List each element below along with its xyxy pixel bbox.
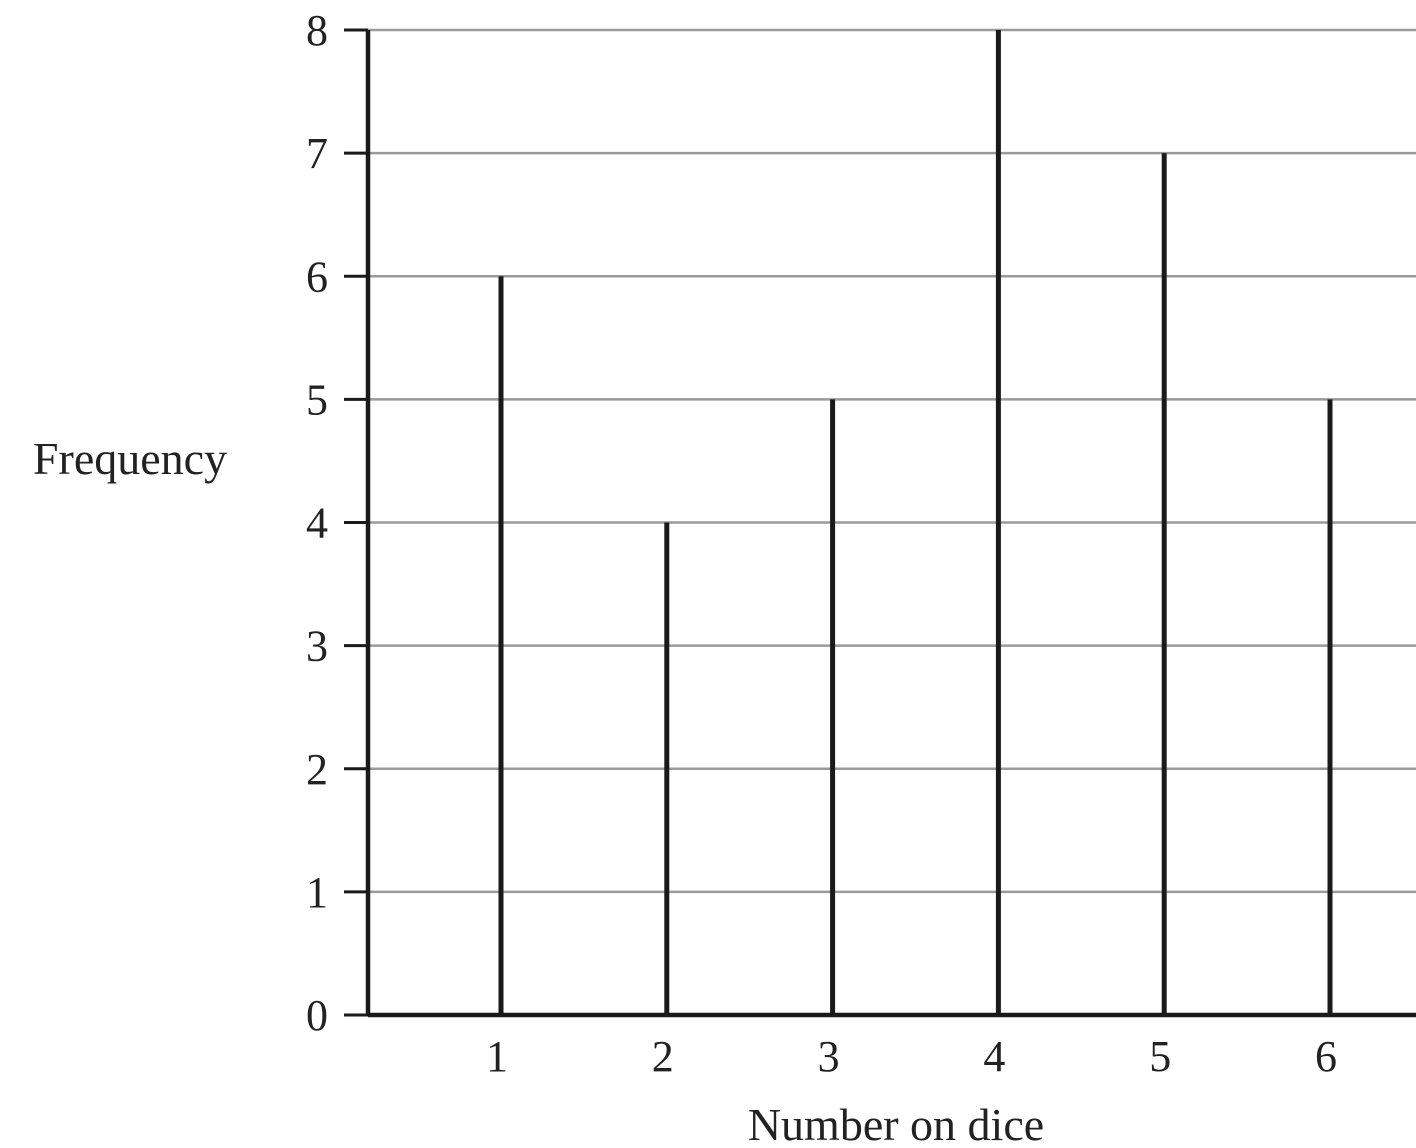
y-axis-title: Frequency [33,433,227,484]
y-tick-label: 1 [306,868,328,917]
y-axis-ticks: 0 1 2 3 4 5 6 7 8 [306,6,368,1040]
x-tick-label: 2 [652,1032,674,1081]
gridlines [368,28,1416,894]
y-tick-label: 6 [306,252,328,301]
y-tick-label: 4 [306,499,328,548]
x-axis-ticks: 1 2 3 4 5 6 [486,1032,1337,1081]
y-tick-label: 7 [306,129,328,178]
y-tick-label: 0 [306,991,328,1040]
y-tick-label: 5 [306,375,328,424]
x-tick-label: 3 [818,1032,840,1081]
x-tick-label: 5 [1149,1032,1171,1081]
x-tick-label: 6 [1315,1032,1337,1081]
axes [365,30,1416,1018]
bars [498,30,1333,1015]
x-tick-label: 4 [983,1032,1005,1081]
y-tick-label: 8 [306,6,328,55]
y-tick-label: 3 [306,622,328,671]
y-tick-label: 2 [306,745,328,794]
x-axis-title: Number on dice [748,1099,1044,1148]
x-tick-label: 1 [486,1032,508,1081]
